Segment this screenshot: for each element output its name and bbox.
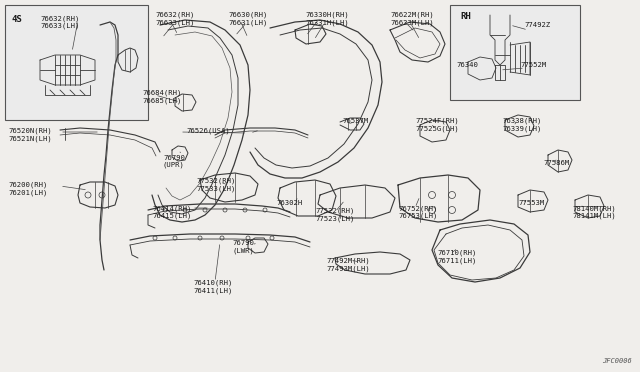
Text: 76710(RH)
76711(LH): 76710(RH) 76711(LH) xyxy=(437,250,476,264)
Text: 77492M(RH)
77493M(LH): 77492M(RH) 77493M(LH) xyxy=(326,258,370,272)
Text: 76520N(RH)
76521N(LH): 76520N(RH) 76521N(LH) xyxy=(8,128,52,142)
Text: 77586M: 77586M xyxy=(543,160,569,166)
Text: 77532(RH)
77533(LH): 77532(RH) 77533(LH) xyxy=(196,178,236,192)
Text: 76302H: 76302H xyxy=(276,200,302,206)
Text: 77524F(RH)
77525G(LH): 77524F(RH) 77525G(LH) xyxy=(415,118,459,132)
Text: 76537M: 76537M xyxy=(342,118,368,124)
Bar xyxy=(450,5,580,100)
Text: JFC0006: JFC0006 xyxy=(602,358,632,364)
Text: 76622M(RH)
76623M(LH): 76622M(RH) 76623M(LH) xyxy=(390,12,434,26)
Text: 76200(RH)
76201(LH): 76200(RH) 76201(LH) xyxy=(8,182,47,196)
Text: RH: RH xyxy=(460,12,471,21)
Text: 77492Z: 77492Z xyxy=(524,22,550,28)
Text: 76684(RH)
76685(LH): 76684(RH) 76685(LH) xyxy=(142,90,181,104)
Text: 76630(RH)
76631(LH): 76630(RH) 76631(LH) xyxy=(228,12,268,26)
Text: 4S: 4S xyxy=(12,15,23,24)
Bar xyxy=(5,5,148,120)
Text: 76790
(LWR): 76790 (LWR) xyxy=(232,240,254,253)
Text: 76414(RH)
76415(LH): 76414(RH) 76415(LH) xyxy=(152,205,191,219)
Text: 78140M(RH)
78141M(LH): 78140M(RH) 78141M(LH) xyxy=(572,205,616,219)
Text: 76526(USA): 76526(USA) xyxy=(186,128,230,135)
Text: 76330H(RH)
76331H(LH): 76330H(RH) 76331H(LH) xyxy=(305,12,349,26)
Text: 76790
(UPR): 76790 (UPR) xyxy=(163,155,185,169)
Text: 77522(RH)
77523(LH): 77522(RH) 77523(LH) xyxy=(315,208,355,222)
Text: 77552M: 77552M xyxy=(520,62,547,68)
Text: 76632(RH)
76633(LH): 76632(RH) 76633(LH) xyxy=(155,12,195,26)
Text: 76632(RH)
76633(LH): 76632(RH) 76633(LH) xyxy=(40,15,79,29)
Text: 76338(RH)
76339(LH): 76338(RH) 76339(LH) xyxy=(502,118,541,132)
Text: 76410(RH)
76411(LH): 76410(RH) 76411(LH) xyxy=(193,280,232,294)
Text: 76752(RH)
76753(LH): 76752(RH) 76753(LH) xyxy=(398,205,437,219)
Text: 77553M: 77553M xyxy=(518,200,544,206)
Text: 76340: 76340 xyxy=(456,62,478,68)
